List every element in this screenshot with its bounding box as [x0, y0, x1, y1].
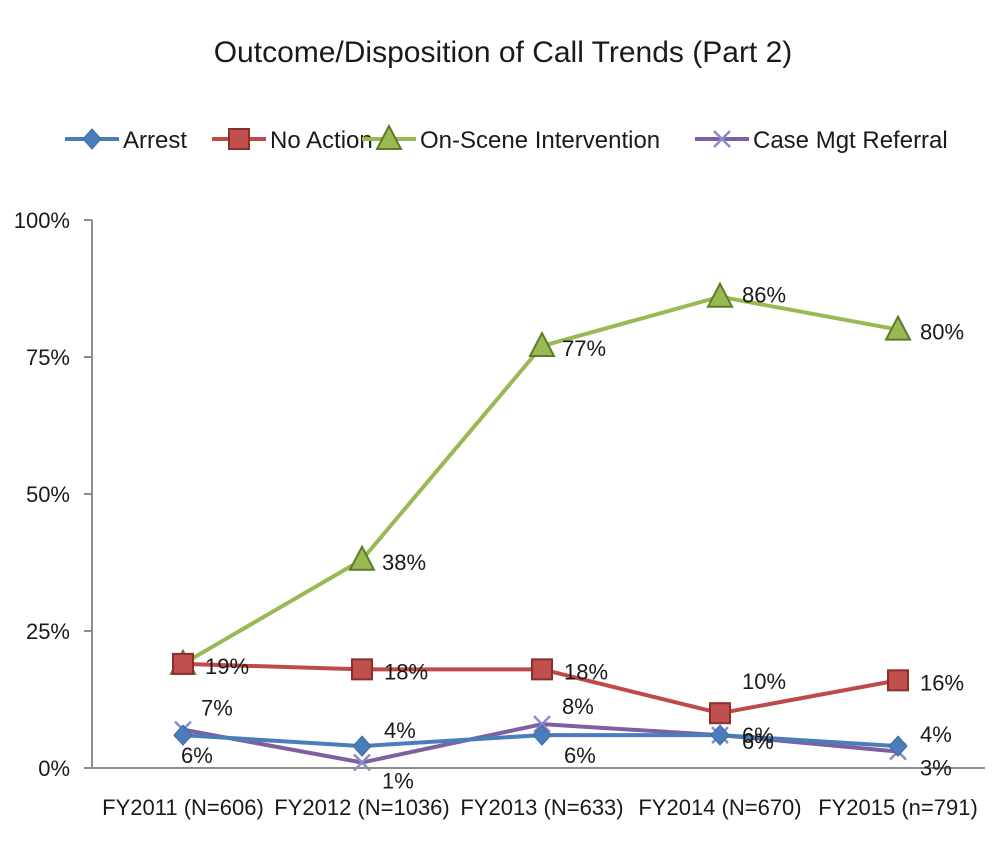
- legend-label: No Action: [270, 127, 373, 154]
- y-tick-label: 0%: [38, 756, 70, 781]
- legend-marker-square: [228, 128, 250, 150]
- series-layer: [169, 281, 912, 772]
- data-point: [532, 724, 552, 746]
- y-tick-label: 100%: [14, 208, 70, 233]
- data-point: [706, 281, 734, 308]
- legend-label: Arrest: [123, 127, 187, 154]
- data-label-no-action: 18%: [384, 659, 428, 684]
- chart-title: Outcome/Disposition of Call Trends (Part…: [214, 36, 793, 69]
- x-tick-label: FY2013 (N=633): [460, 795, 623, 820]
- data-point: [884, 314, 912, 341]
- series-on-scene-intervention: [169, 281, 912, 675]
- series-no-action: [172, 652, 909, 725]
- data-point: [888, 735, 908, 757]
- legend-item-on-scene-intervention: On-Scene Intervention: [362, 123, 660, 154]
- data-label-no-action: 10%: [742, 669, 786, 694]
- data-label-arrest: 4%: [920, 722, 952, 747]
- data-point: [887, 669, 909, 692]
- legend-item-no-action: No Action: [212, 127, 373, 154]
- x-tick-label: FY2014 (N=670): [638, 795, 801, 820]
- legend-item-case-mgt-referral: Case Mgt Referral: [695, 127, 948, 154]
- data-label-arrest: 4%: [384, 718, 416, 743]
- data-point: [348, 544, 376, 571]
- series-arrest: [173, 724, 908, 757]
- data-label-case-mgt-referral: 3%: [920, 756, 952, 781]
- x-tick-label: FY2011 (N=606): [102, 795, 264, 820]
- y-tick-label: 25%: [26, 619, 70, 644]
- data-point: [173, 724, 193, 746]
- data-point: [172, 652, 194, 675]
- data-point: [351, 658, 373, 681]
- data-point: [710, 724, 730, 746]
- data-label-case-mgt-referral: 7%: [201, 696, 233, 721]
- data-label-on-scene-intervention: 77%: [562, 336, 606, 361]
- data-label-case-mgt-referral: 1%: [382, 769, 414, 794]
- data-point: [531, 658, 553, 681]
- data-point: [709, 702, 731, 725]
- data-label-no-action: 18%: [564, 659, 608, 684]
- data-label-arrest: 6%: [742, 723, 774, 748]
- legend-item-arrest: Arrest: [65, 127, 187, 154]
- data-point: [533, 715, 551, 734]
- y-tick-label: 75%: [26, 345, 70, 370]
- data-label-on-scene-intervention: 86%: [742, 283, 786, 308]
- data-label-no-action: 16%: [920, 670, 964, 695]
- data-label-arrest: 6%: [181, 743, 213, 768]
- data-point: [528, 330, 556, 358]
- legend-label: Case Mgt Referral: [753, 127, 948, 154]
- y-tick-label: 50%: [26, 482, 70, 507]
- legend-label: On-Scene Intervention: [420, 127, 660, 154]
- data-label-on-scene-intervention: 80%: [920, 320, 964, 345]
- legend: Arrest No Action On-Scene Intervention Case…: [65, 123, 948, 154]
- x-tick-label: FY2015 (n=791): [818, 795, 978, 820]
- data-point: [353, 753, 371, 772]
- data-label-case-mgt-referral: 6%: [742, 729, 774, 754]
- data-label-no-action: 19%: [205, 654, 249, 679]
- x-tick-label: FY2012 (N=1036): [274, 795, 450, 820]
- axes: 0% 25% 50% 75% 100% FY2011 (N=606) FY2012 (N=1…: [14, 208, 985, 820]
- data-label-case-mgt-referral: 8%: [562, 694, 594, 719]
- data-label-arrest: 6%: [564, 743, 596, 768]
- legend-marker-diamond: [82, 128, 102, 150]
- legend-marker-triangle: [375, 123, 403, 150]
- data-point: [352, 735, 372, 757]
- legend-marker-x: [713, 130, 731, 148]
- data-labels: 6%4%6%6% 4%19% 18% 18% 10% 16%38%77%86%80%7%1…: [181, 283, 964, 794]
- data-label-on-scene-intervention: 38%: [382, 550, 426, 575]
